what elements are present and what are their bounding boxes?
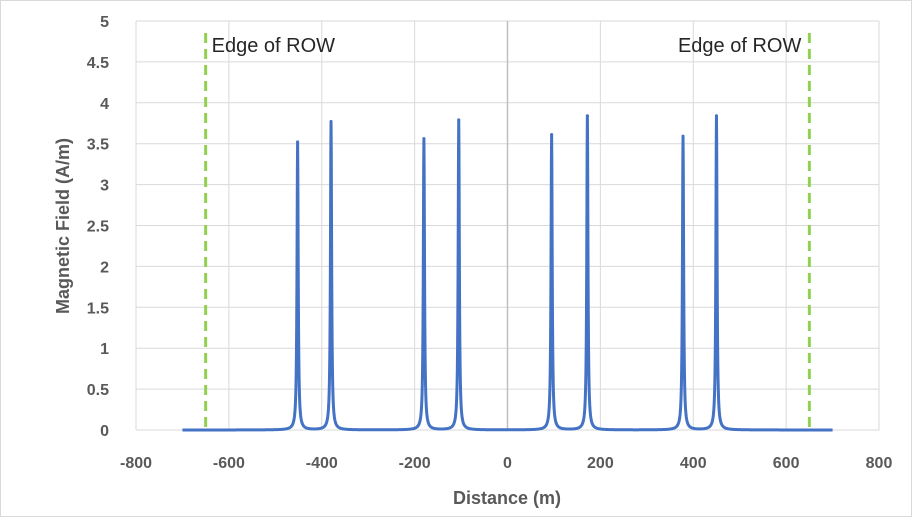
magnetic-field-series-line — [181, 114, 834, 432]
x-tick-label: 800 — [866, 455, 893, 472]
y-tick-label: 4.5 — [87, 55, 109, 72]
x-tick-label: 200 — [587, 455, 614, 472]
y-tick-label: 4 — [100, 96, 109, 113]
y-tick-label: 5 — [100, 14, 109, 31]
y-tick-label: 0 — [100, 423, 109, 440]
y-tick-label: 1.5 — [87, 300, 109, 317]
field-peak-point — [585, 114, 589, 118]
x-tick-label: 400 — [680, 455, 707, 472]
field-peak-point — [422, 137, 426, 141]
reference-lines: Edge of ROW Edge of ROW — [204, 33, 811, 430]
y-tick-labels: 0 0.5 1 1.5 2 2.5 3 3.5 4 4.5 5 — [87, 14, 109, 440]
y-tick-label: 2 — [100, 259, 109, 276]
field-peak-point — [457, 118, 461, 122]
field-peak-point — [681, 134, 685, 138]
y-tick-label: 3.5 — [87, 137, 109, 154]
field-peak-point — [550, 133, 554, 137]
field-peak-point — [714, 114, 718, 118]
edge-of-row-label: Edge of ROW — [678, 35, 802, 57]
x-axis-title: Distance (m) — [453, 488, 561, 508]
y-tick-label: 0.5 — [87, 382, 109, 399]
field-peak-point — [329, 120, 333, 124]
grid-layer — [135, 20, 880, 431]
series-layer — [181, 114, 834, 432]
field-peak-point — [296, 140, 300, 144]
edge-of-row-label: Edge of ROW — [212, 35, 336, 57]
x-tick-label: -400 — [306, 455, 338, 472]
x-tick-label: 0 — [503, 455, 512, 472]
x-tick-label: -600 — [213, 455, 245, 472]
y-tick-label: 2.5 — [87, 219, 109, 236]
x-tick-label: 600 — [773, 455, 800, 472]
x-tick-labels: -800 -600 -400 -200 0 200 400 600 800 — [120, 455, 892, 472]
y-tick-label: 3 — [100, 178, 109, 195]
y-tick-label: 1 — [100, 341, 109, 358]
x-tick-label: -800 — [120, 455, 152, 472]
x-tick-label: -200 — [399, 455, 431, 472]
y-axis-title: Magnetic Field (A/m) — [53, 138, 73, 314]
